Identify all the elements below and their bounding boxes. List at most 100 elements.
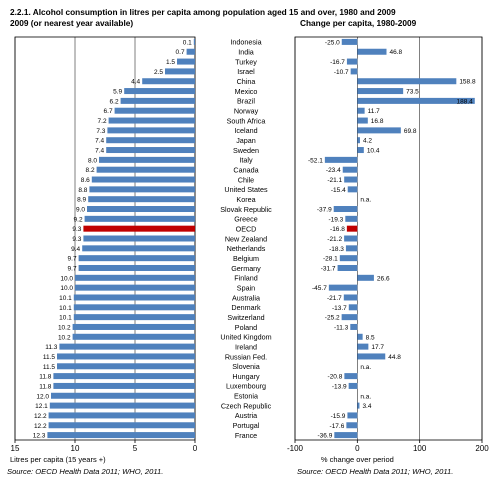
country-label: Netherlands [227,244,266,253]
left-value-label: 10.2 [58,324,71,331]
right-value-label: 188.4 [456,98,473,105]
left-bar [99,156,195,163]
left-bar [49,402,195,409]
left-bar [75,284,195,291]
left-value-label: 8.0 [88,157,97,164]
right-value-label: -20.8 [328,374,343,381]
right-plot-frame [294,36,483,441]
country-label: United States [224,185,268,194]
right-bar [339,255,358,262]
right-bar [328,284,358,291]
left-value-label: 9.7 [68,265,77,272]
right-value-label: -28.1 [323,256,338,263]
right-bar [357,117,368,124]
left-value-label: 11.5 [43,364,56,371]
right-bar [357,402,360,409]
left-bar [96,166,195,173]
left-bar [82,245,195,252]
right-bar [350,68,358,75]
left-value-label: 11.3 [45,344,58,351]
left-bar [73,314,195,321]
country-label: Ireland [235,342,257,351]
left-bar [78,264,195,271]
right-bar [344,373,358,380]
left-value-label: 1.5 [166,59,175,66]
left-value-label: 0.7 [176,49,185,56]
left-value-label: 12.2 [34,423,47,430]
left-bar [177,58,195,65]
right-bar [357,97,475,104]
right-source-note: Source: OECD Health Data 2011; WHO, 2011… [297,467,454,476]
country-label: Russian Fed. [225,352,267,361]
right-value-label: 46.8 [390,49,403,56]
left-value-label: 11.8 [39,374,52,381]
country-label: Spain [237,283,255,292]
right-value-label: 44.8 [388,354,401,361]
left-bar [57,363,195,370]
right-bar [357,137,360,144]
left-bar [142,78,195,85]
left-value-label: 6.2 [110,98,119,105]
left-bar [73,304,195,311]
left-chart-subtitle: 2009 (or nearest year available) [10,18,134,28]
country-label: Italy [239,156,253,165]
country-label: Mexico [235,87,258,96]
right-value-label: -19.3 [328,216,343,223]
left-value-label: 12.3 [33,433,46,440]
right-bar [346,225,358,232]
left-bar [89,186,195,193]
right-bar [348,382,358,389]
right-tick-label: 200 [475,444,489,453]
country-label: Hungary [232,372,260,381]
left-bar [91,176,195,183]
left-bar [57,353,195,360]
right-bar [344,235,358,242]
left-value-label: 11.8 [39,383,52,390]
right-value-label: 158.8 [459,79,476,86]
right-value-label: n.a. [360,364,371,371]
right-value-label: -25.2 [325,315,340,322]
right-tick-label: -100 [287,444,304,453]
left-value-label: 4.4 [131,79,140,86]
right-bar [357,88,404,95]
right-value-label: -25.0 [325,39,340,46]
right-value-label: -45.7 [312,285,327,292]
left-tick-label: 5 [133,444,138,453]
left-tick-label: 10 [71,444,80,453]
right-bar [342,166,358,173]
country-label: Israel [237,67,255,76]
left-bar [53,373,196,380]
left-bar [78,255,195,262]
left-value-label: 6.7 [104,108,113,115]
left-bar [106,147,195,154]
right-value-label: -37.9 [317,207,332,214]
left-bar [59,343,196,350]
country-label: Czech Republic [221,401,272,410]
left-bar [53,382,196,389]
left-value-label: 10.0 [60,275,73,282]
country-label: South Africa [227,116,266,125]
country-label: Korea [236,195,255,204]
left-bar [106,137,195,144]
chart-title: 2.2.1. Alcohol consumption in litres per… [10,7,396,17]
right-bar [345,215,358,222]
country-label: Germany [231,264,261,273]
right-bar [357,147,364,154]
right-bar [346,422,358,429]
country-label: Estonia [234,392,258,401]
left-tick-label: 15 [11,444,20,453]
right-value-label: -17.6 [330,423,345,430]
left-bar [48,412,195,419]
right-value-label: 3.4 [362,403,371,410]
left-bar [193,38,195,45]
left-bar [72,333,195,340]
left-value-label: 8.2 [86,167,95,174]
left-bar [120,97,195,104]
right-bar [341,314,358,321]
left-bar [88,196,195,203]
right-bar [348,304,358,311]
left-value-label: 5.9 [113,89,122,96]
right-value-label: 8.5 [366,334,375,341]
right-bar [357,343,369,350]
